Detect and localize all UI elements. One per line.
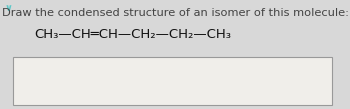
Text: ∨: ∨ — [5, 3, 13, 13]
Text: Draw the condensed structure of an isomer of this molecule:: Draw the condensed structure of an isome… — [1, 8, 349, 18]
FancyBboxPatch shape — [13, 57, 332, 105]
Text: CH₃—CH═CH—CH₂—CH₂—CH₃: CH₃—CH═CH—CH₂—CH₂—CH₃ — [35, 28, 231, 41]
